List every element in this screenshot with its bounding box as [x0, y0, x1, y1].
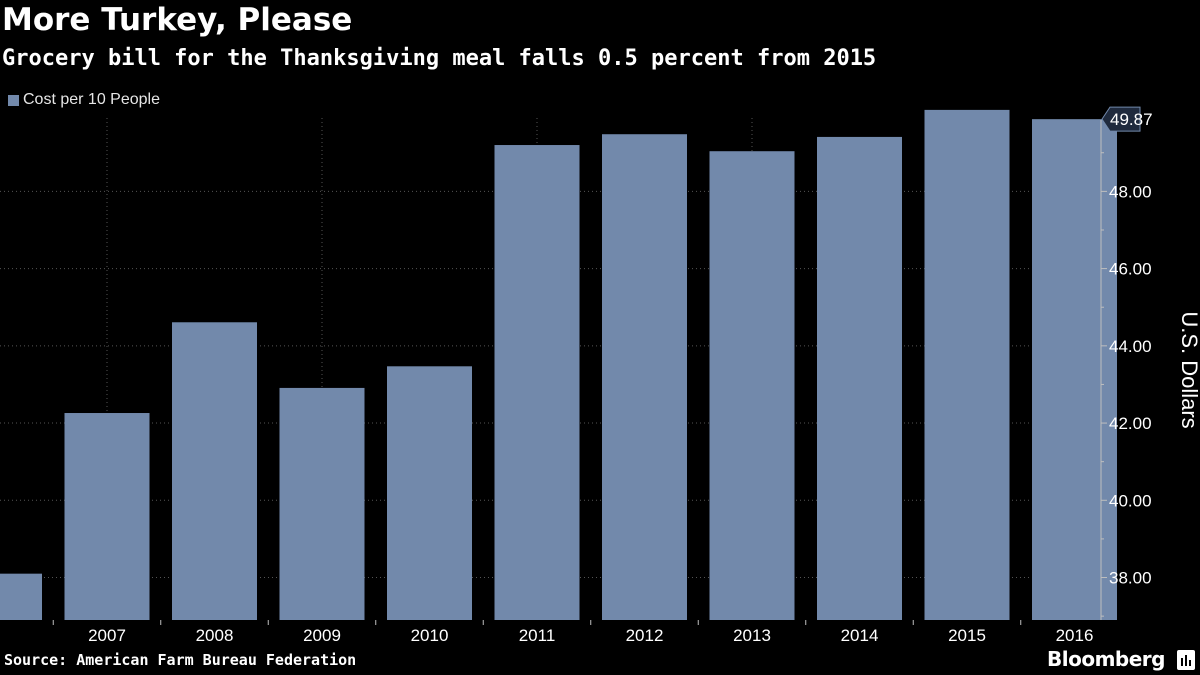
bar-2012	[602, 134, 687, 621]
y-tick-label: 38.00	[1109, 569, 1152, 588]
chart-subtitle: Grocery bill for the Thanksgiving meal f…	[2, 46, 877, 71]
x-tick-label: 2012	[626, 626, 664, 645]
legend-label: Cost per 10 People	[23, 91, 160, 108]
bar-2010	[387, 366, 472, 620]
bloomberg-terminal-icon	[1177, 650, 1195, 670]
bar-2008	[172, 322, 257, 620]
bar-2009	[279, 387, 365, 620]
bar-2016	[1032, 119, 1117, 621]
chart-title: More Turkey, Please	[2, 2, 353, 38]
y-tick-label: 42.00	[1109, 414, 1152, 433]
last-value-label: 49.87	[1110, 110, 1153, 129]
x-tick-label: 2009	[303, 626, 341, 645]
y-tick-label: 40.00	[1109, 491, 1152, 510]
x-tick-label: 2007	[88, 626, 126, 645]
y-tick-label: 46.00	[1109, 260, 1152, 279]
x-tick-label: 2011	[519, 626, 556, 645]
x-tick-label: 2014	[841, 626, 879, 645]
x-tick-label: 2013	[733, 626, 771, 645]
bar-2014	[817, 136, 902, 620]
x-tick-label: 2015	[948, 626, 986, 645]
bar-2013	[709, 151, 795, 620]
x-tick-label: 2008	[196, 626, 234, 645]
x-tick-label: 2010	[411, 626, 449, 645]
legend: Cost per 10 People	[8, 91, 160, 109]
source-note: Source: American Farm Bureau Federation	[4, 651, 357, 669]
bar-2011	[494, 145, 580, 620]
y-tick-label: 44.00	[1109, 337, 1152, 356]
y-tick-label: 48.00	[1109, 182, 1152, 201]
y-axis-title: U.S. Dollars	[1177, 311, 1200, 428]
bloomberg-logo: Bloomberg	[1047, 647, 1165, 671]
bar-2006	[0, 573, 42, 620]
bar-2007	[64, 413, 150, 620]
last-value-box	[1101, 106, 1141, 132]
legend-swatch	[8, 94, 19, 106]
x-tick-label: 2016	[1056, 626, 1094, 645]
bar-2015	[924, 109, 1010, 620]
